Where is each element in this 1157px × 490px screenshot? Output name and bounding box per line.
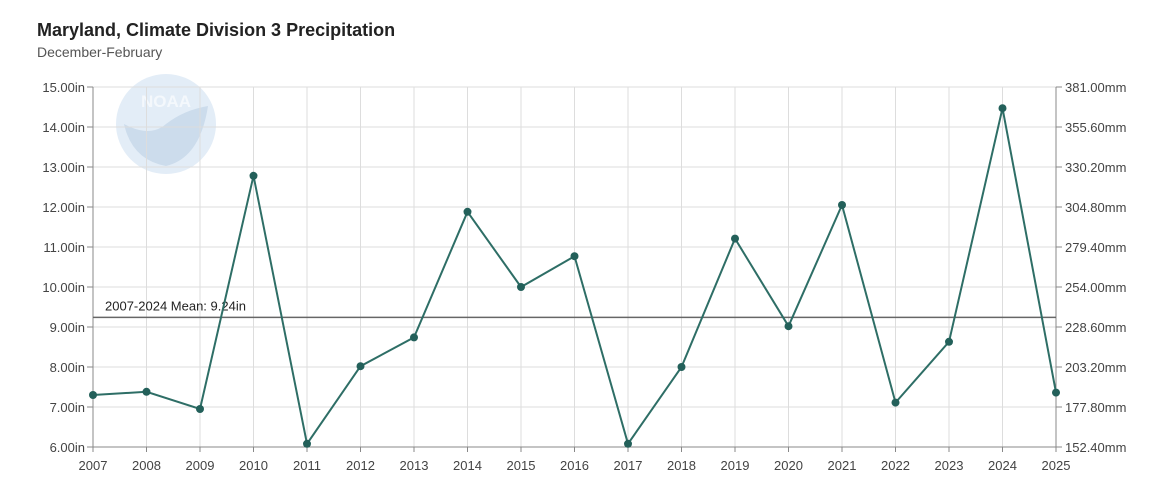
data-point[interactable] <box>891 398 900 407</box>
x-tick-label: 2022 <box>881 458 910 473</box>
x-tick-label: 2025 <box>1042 458 1071 473</box>
data-point[interactable] <box>142 387 151 396</box>
data-point[interactable] <box>356 362 365 371</box>
x-tick-label: 2017 <box>614 458 643 473</box>
x-tick-label: 2010 <box>239 458 268 473</box>
data-point[interactable] <box>303 439 311 448</box>
data-point[interactable] <box>784 322 793 331</box>
x-tick-label: 2024 <box>988 458 1017 473</box>
y-tick-label-right: 254.00mm <box>1065 280 1126 295</box>
x-tick-label: 2009 <box>186 458 215 473</box>
y-tick-label-left: 8.00in <box>50 360 85 375</box>
x-tick-label: 2023 <box>935 458 964 473</box>
x-tick-label: 2007 <box>79 458 108 473</box>
data-point[interactable] <box>624 439 632 448</box>
grid-lines <box>92 86 1057 448</box>
x-tick-label: 2014 <box>453 458 482 473</box>
x-tick-label: 2011 <box>293 458 321 473</box>
data-point[interactable] <box>249 171 258 180</box>
x-tick-label: 2016 <box>560 458 589 473</box>
y-tick-label-right: 330.20mm <box>1065 160 1126 175</box>
y-tick-label-right: 177.80mm <box>1065 400 1126 415</box>
noaa-logo: NOAA <box>116 74 216 174</box>
x-tick-label: 2020 <box>774 458 803 473</box>
y-tick-label-left: 12.00in <box>42 200 85 215</box>
y-tick-label-left: 7.00in <box>50 400 85 415</box>
x-tick-label: 2018 <box>667 458 696 473</box>
x-tick-label: 2013 <box>400 458 429 473</box>
y-tick-label-right: 152.40mm <box>1065 440 1126 455</box>
y-tick-label-left: 11.00in <box>43 240 85 255</box>
chart-title: Maryland, Climate Division 3 Precipitati… <box>37 20 396 40</box>
data-point[interactable] <box>1052 388 1060 397</box>
data-point[interactable] <box>677 363 686 371</box>
x-tick-label: 2015 <box>507 458 536 473</box>
data-point[interactable] <box>945 337 953 346</box>
y-tick-label-right: 228.60mm <box>1065 320 1126 335</box>
noaa-logo-text: NOAA <box>141 92 191 111</box>
y-tick-label-left: 10.00in <box>42 280 85 295</box>
mean-label: 2007-2024 Mean: 9.24in <box>105 298 246 313</box>
x-tick-label: 2008 <box>132 458 161 473</box>
y-axis-left-ticks: 15.00in 14.00in 13.00in 12.00in 11.00in 10.00… <box>42 80 93 455</box>
data-point[interactable] <box>89 391 97 399</box>
y-tick-label-left: 13.00in <box>42 160 85 175</box>
y-tick-label-left: 9.00in <box>50 320 85 335</box>
x-axis-ticks: 2007 2008 2009 2010 2011 2012 2013 2014 2015 2016… <box>79 447 1071 473</box>
data-point[interactable] <box>463 207 472 216</box>
data-point[interactable] <box>410 333 418 342</box>
x-tick-label: 2012 <box>346 458 375 473</box>
data-point[interactable] <box>517 283 525 291</box>
data-point[interactable] <box>838 201 846 209</box>
data-point[interactable] <box>731 234 739 243</box>
y-tick-label-right: 279.40mm <box>1065 240 1126 255</box>
y-tick-label-right: 381.00mm <box>1065 80 1126 95</box>
y-tick-label-right: 203.20mm <box>1065 360 1126 375</box>
y-tick-label-left: 15.00in <box>42 80 85 95</box>
x-tick-label: 2021 <box>828 458 857 473</box>
data-point[interactable] <box>196 405 204 413</box>
y-axis-right-ticks: 381.00mm 355.60mm 330.20mm 304.80mm 279.40mm… <box>1056 80 1126 455</box>
data-points <box>89 104 1060 448</box>
data-point[interactable] <box>570 252 579 261</box>
y-tick-label-right: 304.80mm <box>1065 200 1126 215</box>
y-tick-label-left: 6.00in <box>50 440 85 455</box>
mean-group: 2007-2024 Mean: 9.24in <box>93 298 1056 319</box>
chart-subtitle: December-February <box>37 44 163 60</box>
x-tick-label: 2019 <box>721 458 750 473</box>
y-tick-label-left: 14.00in <box>42 120 85 135</box>
data-point[interactable] <box>998 104 1007 113</box>
y-tick-label-right: 355.60mm <box>1065 120 1126 135</box>
